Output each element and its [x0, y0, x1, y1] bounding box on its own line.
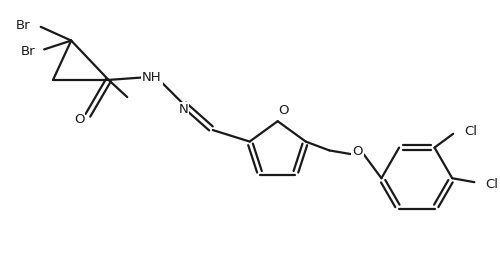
Text: Br: Br [16, 19, 30, 32]
Text: Cl: Cl [464, 125, 477, 138]
Text: NH: NH [142, 71, 162, 84]
Text: O: O [352, 145, 362, 158]
Text: O: O [278, 104, 289, 117]
Text: Cl: Cl [485, 178, 498, 191]
Text: N: N [178, 103, 188, 116]
Text: Br: Br [20, 45, 36, 58]
Text: O: O [74, 113, 85, 126]
